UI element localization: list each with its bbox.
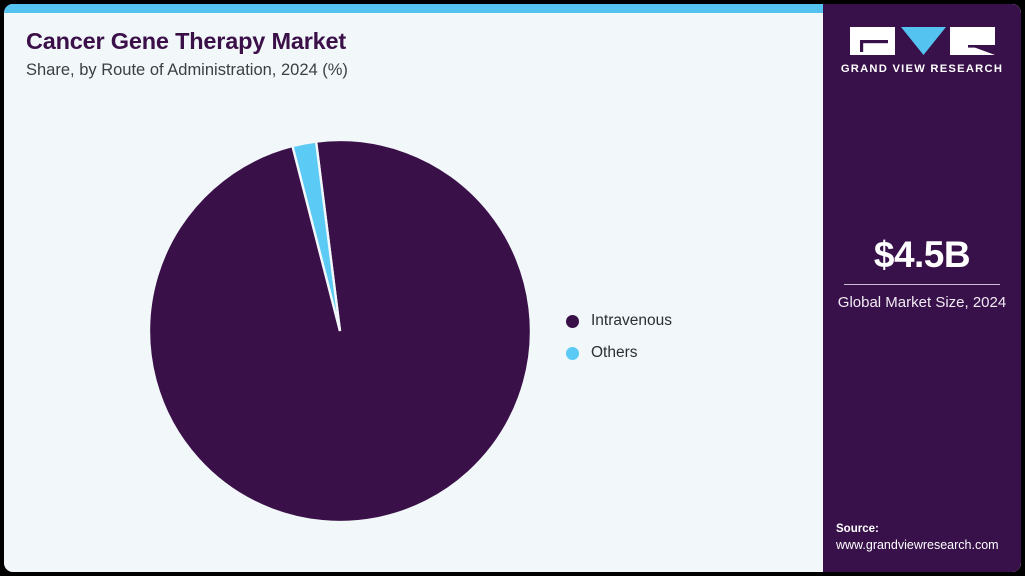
legend-item-intravenous[interactable]: Intravenous [566, 305, 672, 337]
legend-item-others[interactable]: Others [566, 337, 672, 369]
legend-swatch-icon [566, 314, 579, 328]
chart-header: Cancer Gene Therapy Market Share, by Rou… [26, 28, 726, 81]
source-url[interactable]: www.grandviewresearch.com [836, 538, 999, 553]
side-panel: GRAND VIEW RESEARCH $4.5B Global Market … [823, 4, 1021, 572]
pie-slice[interactable] [291, 140, 342, 332]
page-title: Cancer Gene Therapy Market [26, 28, 347, 54]
legend-item-label: Intravenous [591, 312, 672, 329]
chart-subtitle: Share, by Route of Administration, 2024 … [26, 61, 348, 80]
stat-divider [844, 283, 1000, 286]
chart-legend: Intravenous Others [566, 305, 672, 369]
pie-slice-group [147, 138, 533, 524]
pie-chart [147, 138, 533, 524]
gvr-logo-icon [849, 27, 995, 55]
legend-item-label: Others [591, 344, 638, 361]
stat-caption: Global Market Size, 2024 [837, 294, 1007, 312]
stat-value: $4.5B [873, 234, 971, 275]
plot-area: Intravenous Others [4, 104, 823, 572]
source-block: Source: www.grandviewresearch.com [836, 522, 1021, 554]
brand-wordmark: GRAND VIEW RESEARCH [840, 63, 1004, 75]
chart-card: Cancer Gene Therapy Market Share, by Rou… [4, 4, 1021, 572]
stat-block: $4.5B Global Market Size, 2024 [823, 234, 1021, 314]
legend-swatch-icon [566, 346, 579, 360]
top-accent-bar [4, 4, 823, 13]
source-label: Source: [836, 522, 879, 535]
brand-logo: GRAND VIEW RESEARCH [823, 26, 1021, 75]
